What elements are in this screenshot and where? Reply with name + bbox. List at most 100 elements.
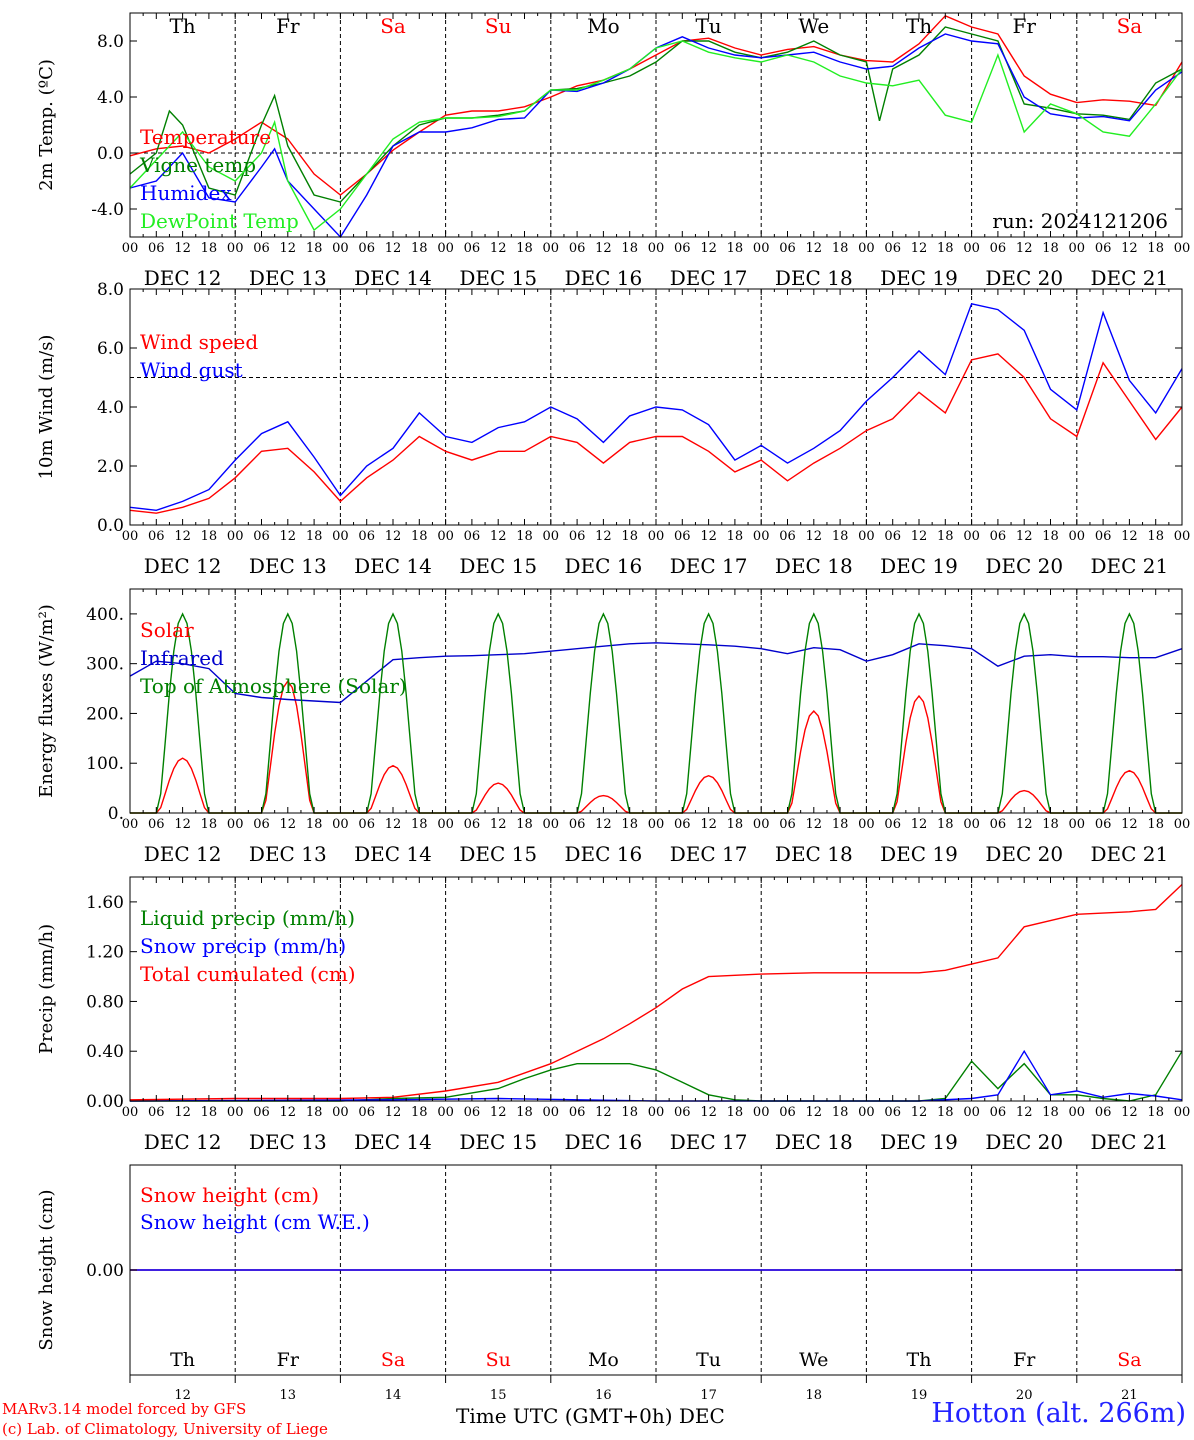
y-tick-label: 0.0 [97, 516, 124, 536]
date-label: DEC 13 [249, 554, 327, 578]
hour-tick-label: 00 [858, 529, 875, 544]
weekday-label-top: Th [169, 14, 195, 38]
date-label: DEC 14 [354, 266, 432, 290]
hour-tick-label: 06 [569, 1105, 586, 1120]
day-number-label: 20 [1016, 1388, 1033, 1403]
date-label: DEC 19 [880, 1130, 958, 1154]
hour-tick-label: 00 [543, 1105, 560, 1120]
hour-tick-label: 06 [1095, 1105, 1112, 1120]
date-label: DEC 16 [565, 554, 643, 578]
hour-tick-label: 12 [490, 241, 507, 256]
date-label: DEC 17 [670, 1130, 748, 1154]
hour-tick-label: 12 [1121, 817, 1138, 832]
legend-entry: Liquid precip (mm/h) [140, 906, 355, 930]
hour-tick-label: 00 [227, 241, 244, 256]
hour-tick-label: 00 [858, 1105, 875, 1120]
hour-tick-label: 18 [1147, 1105, 1164, 1120]
hour-tick-label: 00 [753, 1105, 770, 1120]
hour-tick-label: 18 [306, 817, 323, 832]
hour-tick-label: 18 [832, 817, 849, 832]
hour-tick-label: 00 [648, 817, 665, 832]
hour-tick-label: 00 [1174, 1105, 1191, 1120]
series-line-vigne-temp [129, 26, 1183, 203]
hour-tick-label: 12 [385, 817, 402, 832]
legend-entry: Wind gust [140, 358, 243, 382]
panel-4: 0.00 0.40 0.80 1.20 1.60 Precip (mm/h) Liquid … [36, 876, 1191, 1154]
hour-tick-label: 18 [1042, 241, 1059, 256]
hour-tick-label: 12 [595, 1105, 612, 1120]
hour-tick-label: 12 [385, 241, 402, 256]
date-label: DEC 17 [670, 266, 748, 290]
hour-tick-label: 18 [621, 1105, 638, 1120]
y-tick-label: 200. [86, 704, 124, 724]
weekday-label-bottom: Sa [381, 1349, 405, 1371]
date-label: DEC 20 [985, 266, 1063, 290]
hour-tick-label: 00 [227, 817, 244, 832]
hour-tick-label: 12 [490, 529, 507, 544]
date-label: DEC 16 [565, 1130, 643, 1154]
hour-tick-label: 12 [700, 817, 717, 832]
day-number-label: 12 [174, 1388, 191, 1403]
hour-tick-label: 18 [621, 241, 638, 256]
weekday-label-bottom: Th [907, 1349, 932, 1371]
date-label: DEC 13 [249, 842, 327, 866]
day-number-label: 15 [490, 1388, 507, 1403]
y-tick-label: 1.20 [86, 943, 124, 963]
legend-entry: Wind speed [140, 330, 258, 354]
hour-tick-label: 12 [911, 1105, 928, 1120]
hour-tick-label: 00 [753, 241, 770, 256]
hour-tick-label: 18 [306, 241, 323, 256]
weekday-label-bottom: Th [170, 1349, 195, 1371]
hour-tick-label: 00 [122, 529, 139, 544]
hour-tick-label: 00 [1069, 1105, 1086, 1120]
weekday-label-bottom: Fr [277, 1349, 300, 1371]
hour-tick-label: 06 [884, 817, 901, 832]
hour-tick-label: 06 [1095, 817, 1112, 832]
hour-tick-label: 12 [280, 1105, 297, 1120]
day-number-label: 21 [1121, 1388, 1138, 1403]
hour-tick-label: 00 [332, 529, 349, 544]
hour-tick-label: 18 [306, 1105, 323, 1120]
hour-tick-label: 18 [1147, 241, 1164, 256]
copyright: (c) Lab. of Climatology, University of L… [2, 1420, 328, 1438]
date-label: DEC 20 [985, 842, 1063, 866]
legend-entry: DewPoint Temp [140, 209, 299, 233]
hour-tick-label: 06 [358, 529, 375, 544]
hour-tick-label: 06 [884, 1105, 901, 1120]
panel-5: 0.00 Snow height (cm) Snow height (cm) Snow… [36, 1164, 1183, 1383]
hour-tick-label: 06 [569, 241, 586, 256]
hour-tick-label: 18 [516, 241, 533, 256]
hour-tick-label: 00 [1069, 529, 1086, 544]
hour-tick-label: 12 [1121, 529, 1138, 544]
hour-tick-label: 06 [990, 817, 1007, 832]
y-tick-label: 2.0 [97, 457, 124, 477]
date-label: DEC 18 [775, 554, 853, 578]
hour-tick-label: 06 [990, 241, 1007, 256]
hour-tick-label: 12 [385, 1105, 402, 1120]
hour-tick-label: 12 [1016, 241, 1033, 256]
hour-tick-label: 18 [832, 529, 849, 544]
date-label: DEC 20 [985, 554, 1063, 578]
legend-entry: Humidex [140, 181, 232, 205]
hour-tick-label: 06 [990, 529, 1007, 544]
weekday-label-top: Sa [380, 14, 406, 38]
weekday-label-bottom: We [799, 1349, 828, 1371]
hour-tick-label: 18 [411, 1105, 428, 1120]
hour-tick-label: 12 [490, 1105, 507, 1120]
hour-tick-label: 00 [753, 817, 770, 832]
y-axis-label: Snow height (cm) [36, 1189, 57, 1350]
hour-tick-label: 18 [727, 241, 744, 256]
hour-tick-label: 06 [464, 529, 481, 544]
hour-tick-label: 12 [911, 817, 928, 832]
date-label: DEC 16 [565, 842, 643, 866]
hour-tick-label: 06 [779, 817, 796, 832]
day-number-label: 16 [595, 1388, 612, 1403]
hour-tick-label: 18 [411, 817, 428, 832]
weekday-label-bottom: Mo [588, 1349, 619, 1371]
date-label: DEC 19 [880, 266, 958, 290]
legend-entry: Snow height (cm W.E.) [140, 1210, 370, 1234]
hour-tick-label: 00 [858, 241, 875, 256]
date-label: DEC 14 [354, 842, 432, 866]
legend-entry: Vigne temp [139, 153, 256, 177]
